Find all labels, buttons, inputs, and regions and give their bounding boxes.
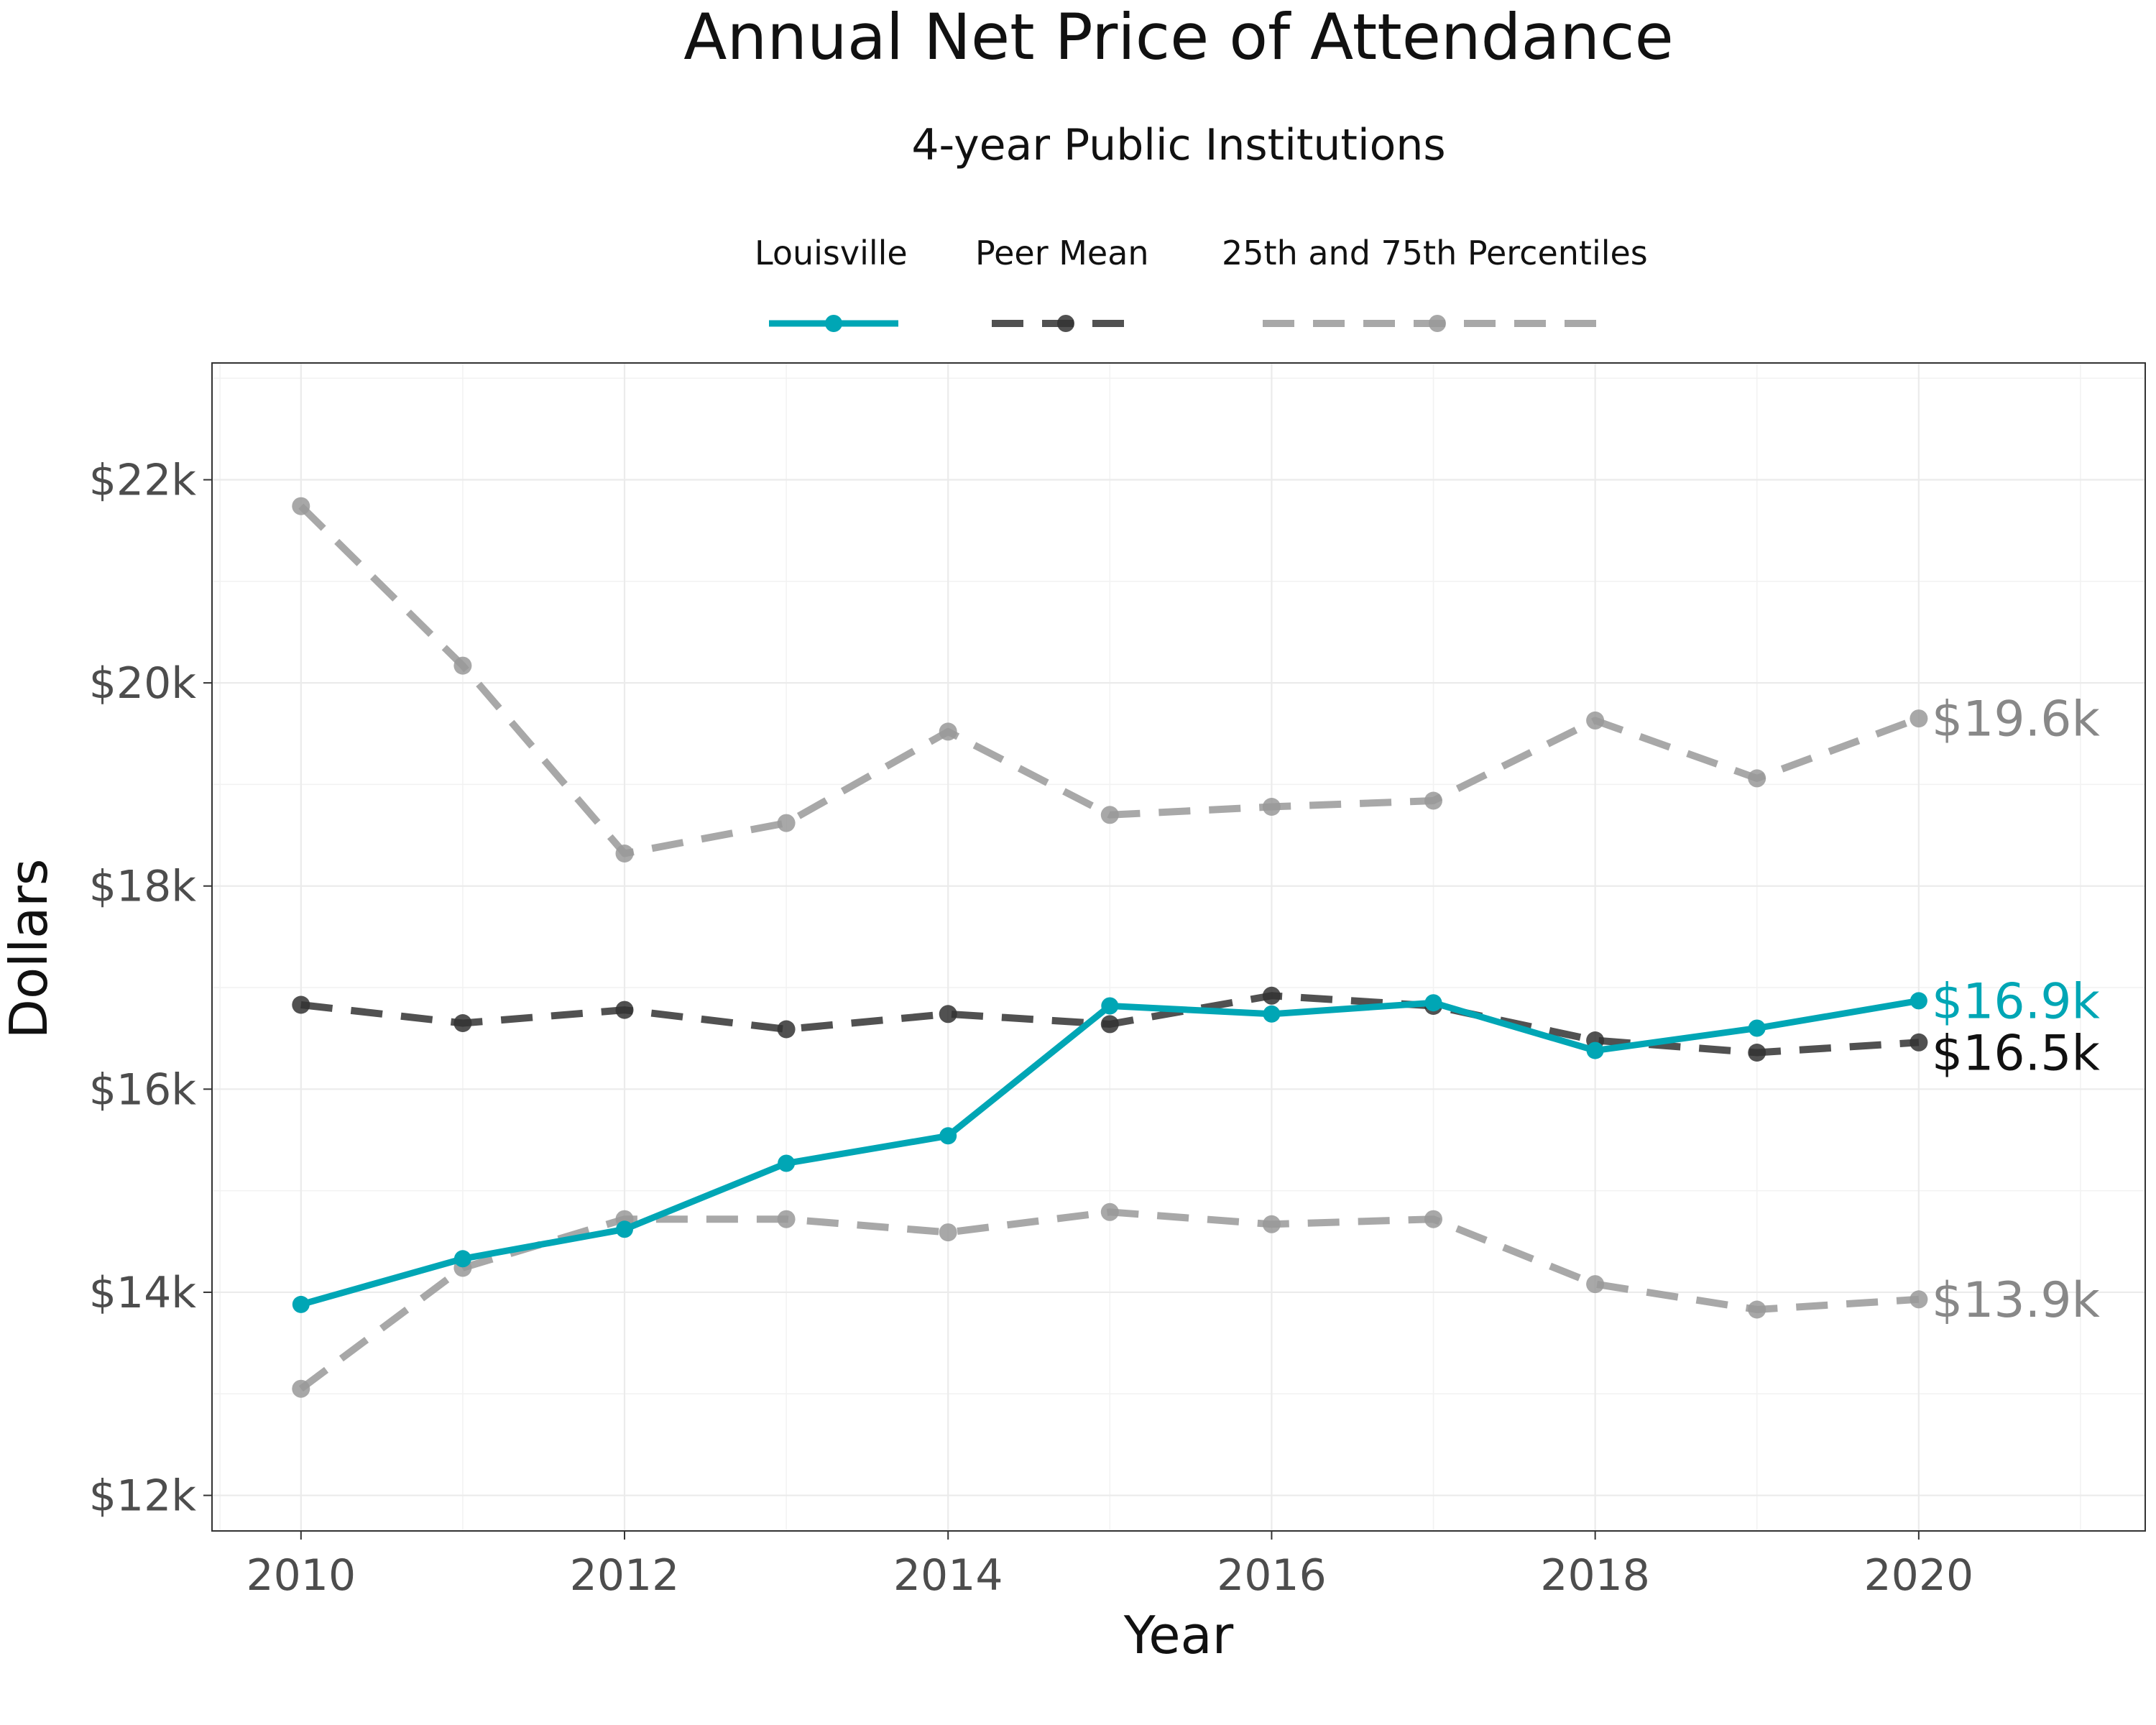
data-point bbox=[1748, 1300, 1766, 1319]
end-label: $19.6k bbox=[1932, 691, 2101, 748]
chart-subtitle: 4-year Public Institutions bbox=[911, 120, 1445, 170]
legend-label-peer-mean: Peer Mean bbox=[975, 234, 1149, 272]
data-point bbox=[292, 995, 310, 1014]
data-point bbox=[777, 814, 796, 832]
x-tick-label: 2016 bbox=[1217, 1550, 1327, 1601]
y-axis-tick-labels: $12k $14k $16k $18k $20k $22k bbox=[89, 456, 197, 1522]
series-layer bbox=[292, 497, 1928, 1398]
data-point bbox=[1909, 709, 1928, 728]
data-point bbox=[1263, 1005, 1281, 1023]
data-point bbox=[1100, 806, 1119, 824]
data-point bbox=[1262, 986, 1281, 1005]
legend: Louisville Peer Mean 25th and 75th Perce… bbox=[755, 234, 1648, 332]
end-label: $16.5k bbox=[1932, 1025, 2101, 1082]
data-point bbox=[1586, 1275, 1605, 1294]
plot-panel-border bbox=[211, 362, 2146, 1532]
x-tick-label: 2012 bbox=[570, 1550, 680, 1601]
data-point bbox=[1424, 994, 1442, 1012]
x-tick-label: 2020 bbox=[1864, 1550, 1974, 1601]
data-point bbox=[1586, 1041, 1604, 1059]
axis-ticks bbox=[203, 479, 1920, 1540]
end-labels: $16.9k$16.5k $19.6k $13.9k bbox=[1932, 691, 2101, 1329]
data-point bbox=[1748, 769, 1766, 788]
data-point bbox=[939, 1127, 957, 1145]
data-point bbox=[1101, 997, 1119, 1015]
data-point bbox=[1424, 1210, 1442, 1228]
data-point bbox=[1909, 1033, 1928, 1052]
data-point bbox=[1586, 711, 1605, 730]
data-point bbox=[1262, 798, 1281, 816]
data-point bbox=[1100, 1015, 1119, 1034]
y-tick-label: $22k bbox=[89, 456, 197, 506]
chart-title: Annual Net Price of Attendance bbox=[683, 0, 1673, 74]
data-point bbox=[1748, 1044, 1766, 1062]
data-point bbox=[292, 1295, 310, 1313]
data-point bbox=[939, 1223, 957, 1242]
data-point bbox=[615, 845, 634, 862]
x-tick-label: 2014 bbox=[893, 1550, 1003, 1601]
panel-gridlines bbox=[212, 363, 2145, 1531]
data-point bbox=[1100, 1202, 1119, 1221]
y-tick-label: $14k bbox=[89, 1268, 197, 1318]
data-point bbox=[939, 722, 957, 741]
x-axis-title: Year bbox=[1123, 1605, 1234, 1665]
data-point bbox=[292, 1379, 310, 1398]
x-tick-label: 2018 bbox=[1540, 1550, 1650, 1601]
legend-key-point bbox=[1429, 315, 1446, 332]
y-tick-label: $12k bbox=[89, 1471, 197, 1522]
legend-key-point bbox=[825, 315, 842, 332]
end-label: $16.9k bbox=[1932, 973, 2101, 1030]
data-point bbox=[453, 1014, 472, 1032]
data-point bbox=[939, 1005, 957, 1024]
y-axis-title: Dollars bbox=[0, 859, 59, 1039]
legend-key-point bbox=[1057, 315, 1074, 332]
legend-label-louisville: Louisville bbox=[755, 234, 908, 272]
data-point bbox=[453, 1250, 471, 1268]
data-point bbox=[1424, 791, 1442, 810]
data-point bbox=[777, 1020, 796, 1039]
y-tick-label: $20k bbox=[89, 658, 197, 709]
end-label: $13.9k bbox=[1932, 1272, 2101, 1329]
y-tick-label: $16k bbox=[89, 1064, 197, 1115]
data-point bbox=[777, 1210, 796, 1228]
legend-label-percentiles: 25th and 75th Percentiles bbox=[1222, 234, 1648, 272]
data-point bbox=[615, 1000, 634, 1019]
data-point bbox=[616, 1220, 633, 1238]
data-point bbox=[1748, 1019, 1766, 1037]
data-point bbox=[778, 1154, 796, 1172]
x-tick-label: 2010 bbox=[246, 1550, 356, 1601]
data-point bbox=[453, 656, 472, 675]
data-point bbox=[1909, 1290, 1928, 1309]
y-tick-label: $18k bbox=[89, 862, 197, 912]
data-point bbox=[292, 497, 310, 515]
data-point bbox=[1909, 992, 1927, 1010]
data-point bbox=[1262, 1215, 1281, 1233]
x-axis-tick-labels: 2010 2012 2014 2016 2018 2020 bbox=[246, 1550, 1973, 1601]
